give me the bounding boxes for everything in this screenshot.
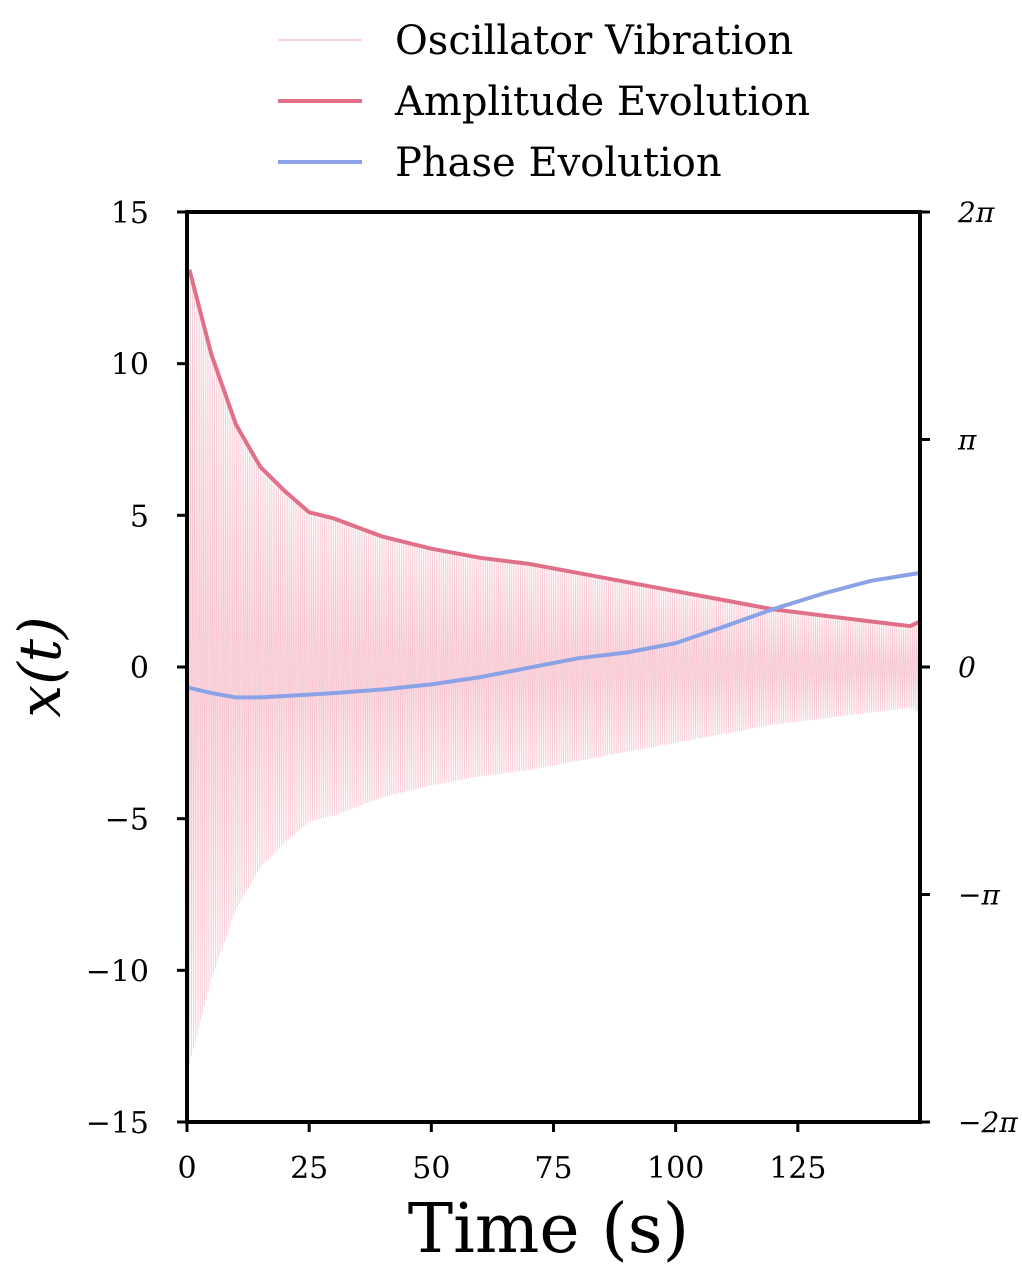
x-tick-label: 25	[290, 1151, 328, 1186]
x-tick-label: 100	[647, 1151, 704, 1186]
legend: Oscillator Vibration Amplitude Evolution…	[278, 18, 810, 186]
phase-evolution-line	[186, 570, 921, 700]
y2-tick-label: −π	[958, 879, 1000, 912]
y-tick-label: 0	[130, 651, 149, 686]
y2-tick-label: 2π	[957, 196, 995, 229]
y-tick-label: 10	[111, 348, 149, 383]
y-axis-left: 15 10 5 0 −5 −10 −15	[86, 196, 187, 1141]
x-tick-label: 125	[769, 1151, 826, 1186]
y2-tick-label: −2π	[958, 1106, 1018, 1139]
y-tick-label: −5	[105, 803, 149, 838]
y2-tick-label: π	[957, 424, 977, 457]
y-tick-label: −15	[86, 1106, 149, 1141]
line-series	[186, 269, 921, 700]
x-tick-label: 75	[534, 1151, 572, 1186]
y-axis-label: x(t)	[6, 616, 74, 717]
x-axis: 0 25 50 75 100 125	[177, 1122, 826, 1186]
legend-label-phase: Phase Evolution	[395, 140, 722, 186]
legend-label-amplitude: Amplitude Evolution	[394, 79, 810, 125]
y-tick-label: −10	[86, 954, 149, 989]
y-tick-label: 5	[130, 499, 149, 534]
x-axis-label: Time (s)	[408, 1190, 689, 1269]
x-tick-label: 0	[177, 1151, 196, 1186]
x-tick-label: 50	[412, 1151, 450, 1186]
amplitude-evolution-line	[187, 269, 921, 629]
y-axis-right: 2π π 0 −π −2π	[920, 196, 1018, 1139]
legend-label-oscillator: Oscillator Vibration	[395, 18, 793, 64]
y2-tick-label: 0	[958, 651, 976, 684]
y-tick-label: 15	[111, 196, 149, 231]
